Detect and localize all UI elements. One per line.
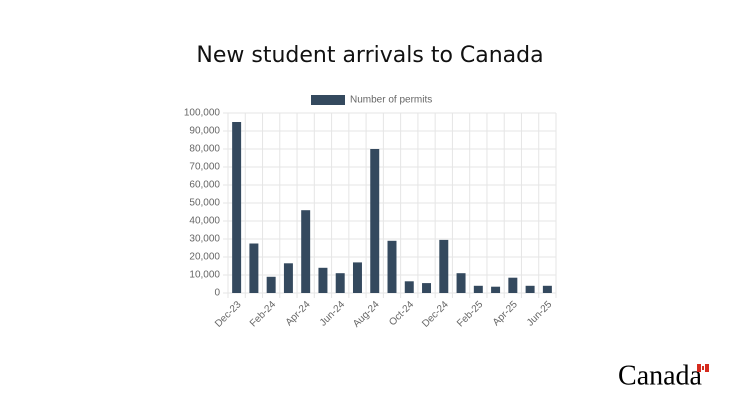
bar [301,210,311,293]
flag-leaf [702,366,704,370]
bar [525,285,535,293]
y-tick-label: 10,000 [189,270,220,281]
y-tick-label: 60,000 [189,180,220,191]
y-tick-label: 100,000 [184,108,221,119]
bar [370,149,380,293]
x-tick-label: Aug-24 [351,299,382,330]
bar [335,273,345,293]
flag [697,364,709,372]
flag-bar [697,364,701,372]
x-tick-label: Jun-24 [318,299,348,329]
y-tick-label: 40,000 [189,216,220,227]
bar [266,276,276,293]
bar [439,239,449,293]
legend-label: Number of permits [350,95,432,106]
bar [422,283,432,293]
y-tick-label: 70,000 [189,162,220,173]
x-tick-label: Jun-25 [525,299,555,329]
x-tick-label: Apr-24 [284,299,313,328]
y-tick-label: 90,000 [189,126,220,137]
bar [456,273,466,293]
bar [283,263,293,293]
bar [508,277,518,293]
x-tick-label: Dec-24 [420,299,451,330]
x-tick-label: Feb-24 [248,299,278,329]
x-tick-label: Dec-23 [213,299,244,330]
y-tick-label: 80,000 [189,144,220,155]
x-tick-label: Feb-25 [455,299,485,329]
x-tick-label: Oct-24 [387,299,416,328]
bar [249,243,259,293]
bar [352,262,362,293]
bar [491,286,501,293]
y-tick-label: 20,000 [189,252,220,263]
y-tick-label: 0 [214,288,220,299]
bar [473,285,483,293]
y-tick-label: 30,000 [189,234,220,245]
bar [387,240,397,293]
legend-swatch [311,95,345,105]
bar [542,285,552,293]
logo-text: Canada [618,360,703,391]
x-tick-label: Apr-25 [491,299,520,328]
flag-bar [705,364,709,372]
y-tick-label: 50,000 [189,198,220,209]
bar [318,267,328,293]
chart-title: New student arrivals to Canada [196,43,543,68]
bar [404,281,414,293]
bar [232,122,242,293]
